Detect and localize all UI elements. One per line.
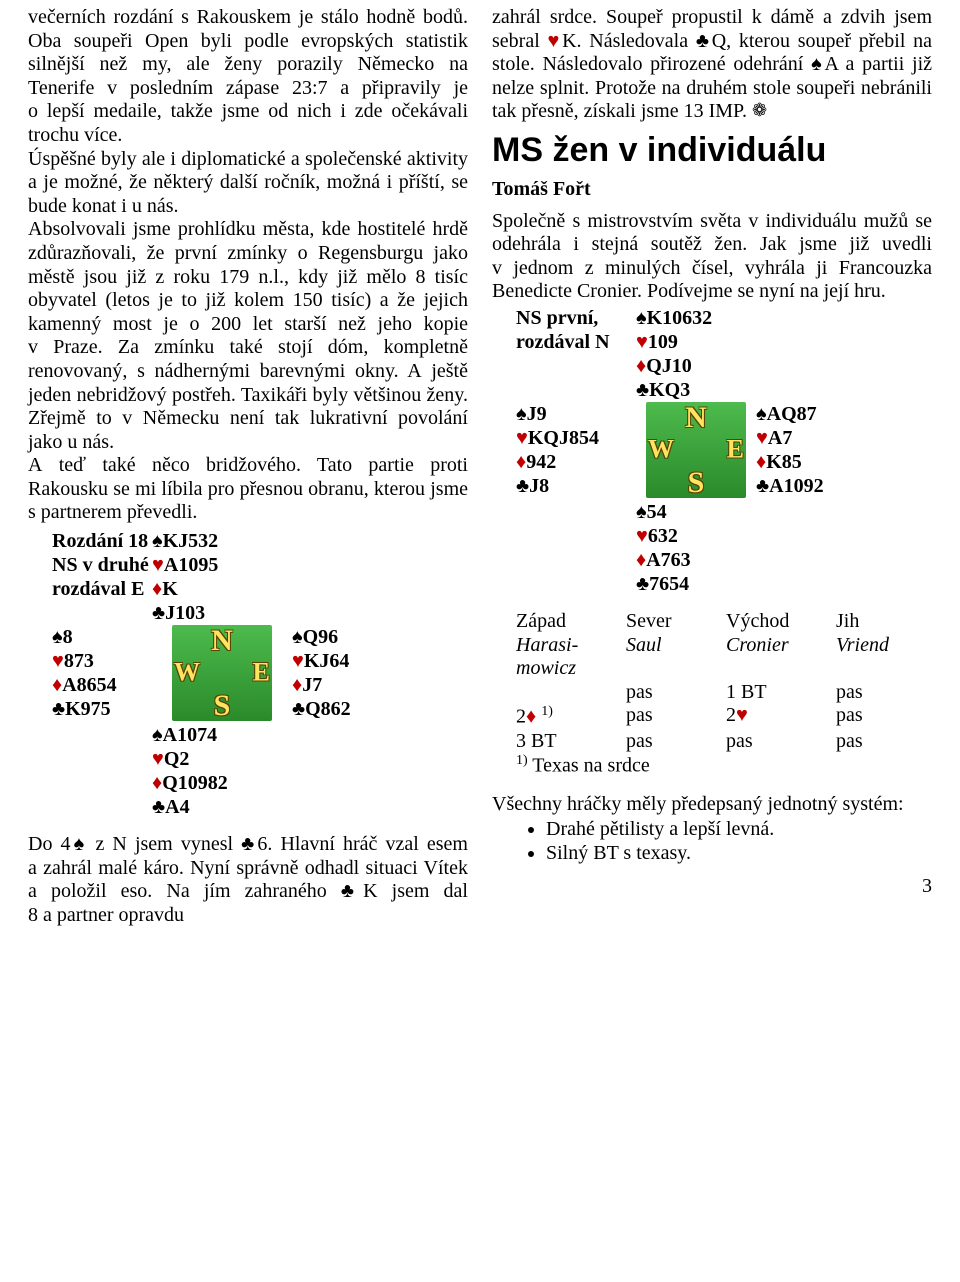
deal-label: NS první, [516,306,636,330]
author: Tomáš Fořt [492,178,932,202]
west-hand: ♠J9 ♥KQJ854 ♦942 ♣J8 [516,402,636,498]
bridge-deal-18: Rozdání 18 NS v druhé rozdával E ♠KJ532 … [52,529,468,819]
para: Všechny hráčky měly předepsaný jednotný … [492,793,932,817]
south-hand: ♠54 ♥632 ♦A763 ♣7654 [636,498,756,596]
end-ornament-icon: ❁ [752,100,767,120]
para: Do 4♠ z N jsem vynesl ♣6. Hlavní hráč vz… [28,833,468,927]
para: zahrál srdce. Soupeř propustil k dámě a … [492,6,932,124]
west-hand: ♠8 ♥873 ♦A8654 ♣K975 [52,625,152,721]
bidding-row: 3 BTpaspaspas [516,730,932,754]
north-hand: ♠K10632 ♥109 ♦QJ10 ♣KQ3 [636,306,756,402]
east-hand: ♠AQ87 ♥A7 ♦K85 ♣A1092 [756,402,876,498]
para: A teď také něco bridžového. Tato partie … [28,454,468,525]
bidding-footnote: 1) Texas na srdce [516,753,932,778]
deal-label: Rozdání 18 [52,529,152,553]
north-hand: ♠KJ532 ♥A1095 ♦K ♣J103 [152,529,292,625]
system-list: Drahé pětilisty a lepší levná. Silný BT … [546,818,932,865]
list-item: Drahé pětilisty a lepší levná. [546,818,932,842]
para: Úspěšné byly ale i diplomatické a společ… [28,148,468,219]
deal-label: rozdával N [516,330,636,354]
compass: NWES [636,402,756,498]
east-hand: ♠Q96 ♥KJ64 ♦J7 ♣Q862 [292,625,392,721]
bridge-deal-2: NS první, rozdával N ♠K10632 ♥109 ♦QJ10 … [516,306,932,596]
deal-label: NS v druhé [52,553,152,577]
section-heading: MS žen v individuálu [492,130,932,170]
bidding-header: ZápadHarasi-mowicz SeverSaul VýchodCroni… [516,610,932,681]
bidding-row: 2♦ 1)pas2♥pas [516,704,932,729]
deal-label: rozdával E [52,577,152,601]
para: Společně s mistrovstvím světa v individu… [492,210,932,304]
south-hand: ♠A1074 ♥Q2 ♦Q10982 ♣A4 [152,721,292,819]
para: večerních rozdání s Rakouskem je stálo h… [28,6,468,148]
compass: NWES [152,625,292,721]
para: Absolvovali jsme prohlídku města, kde ho… [28,218,468,454]
bidding-row: pas1 BTpas [516,681,932,705]
page-number: 3 [492,875,932,899]
list-item: Silný BT s texasy. [546,842,932,866]
